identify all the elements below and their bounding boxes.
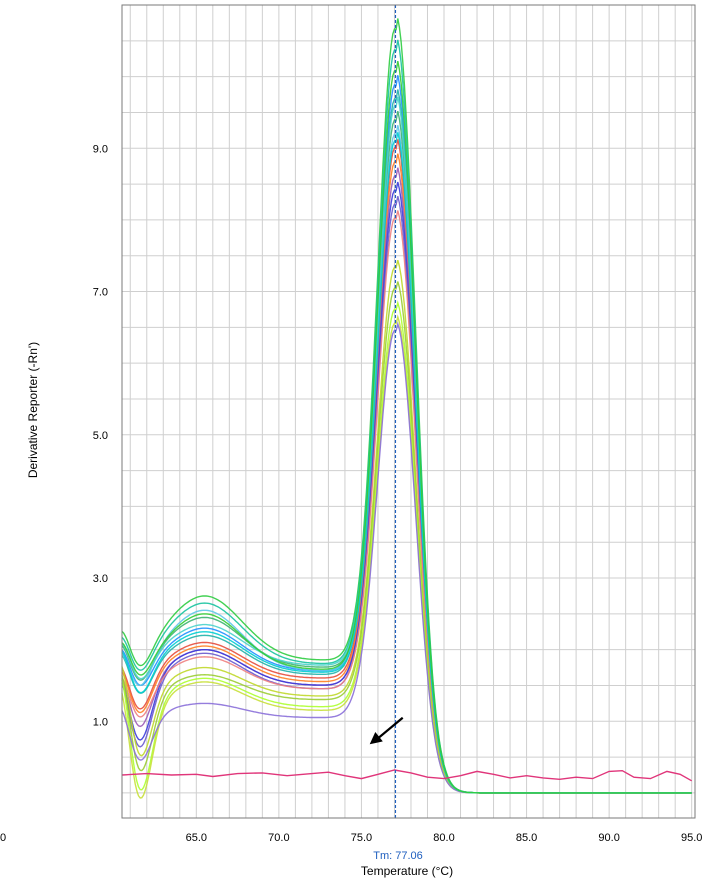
series-line [121,60,692,794]
x-axis-title: Temperature (°C) [361,864,453,878]
x-tick-label: 80.0 [433,832,454,844]
x-tick-label: 75.0 [351,832,372,844]
clipped-x-tick-label: 0 [0,832,6,844]
tick-labels: 65.0 70.0 75.0 80.0 85.0 90.0 95.0 1.0 3.0 5.0 7.0… [93,143,703,844]
x-tick-label: 70.0 [268,832,289,844]
y-tick-label: 9.0 [93,143,108,155]
x-tick-label: 65.0 [186,832,207,844]
y-axis-title: Derivative Reporter (-Rn') [26,342,40,478]
plot-frame [121,4,696,819]
tm-label: Tm: 77.06 [373,850,423,862]
overlay-group [369,5,404,818]
x-tick-label: 95.0 [681,832,702,844]
series-group [121,18,693,799]
x-tick-label: 90.0 [598,832,619,844]
grid [122,4,695,818]
annotation-arrow-head [369,732,383,745]
y-tick-label: 1.0 [93,716,108,728]
x-tick-label: 85.0 [516,832,537,844]
y-tick-label: 3.0 [93,573,108,585]
baseline-series-line [121,769,693,782]
y-tick-label: 7.0 [93,287,108,299]
annotation-arrow-shaft [374,716,404,742]
y-tick-label: 5.0 [93,430,108,442]
